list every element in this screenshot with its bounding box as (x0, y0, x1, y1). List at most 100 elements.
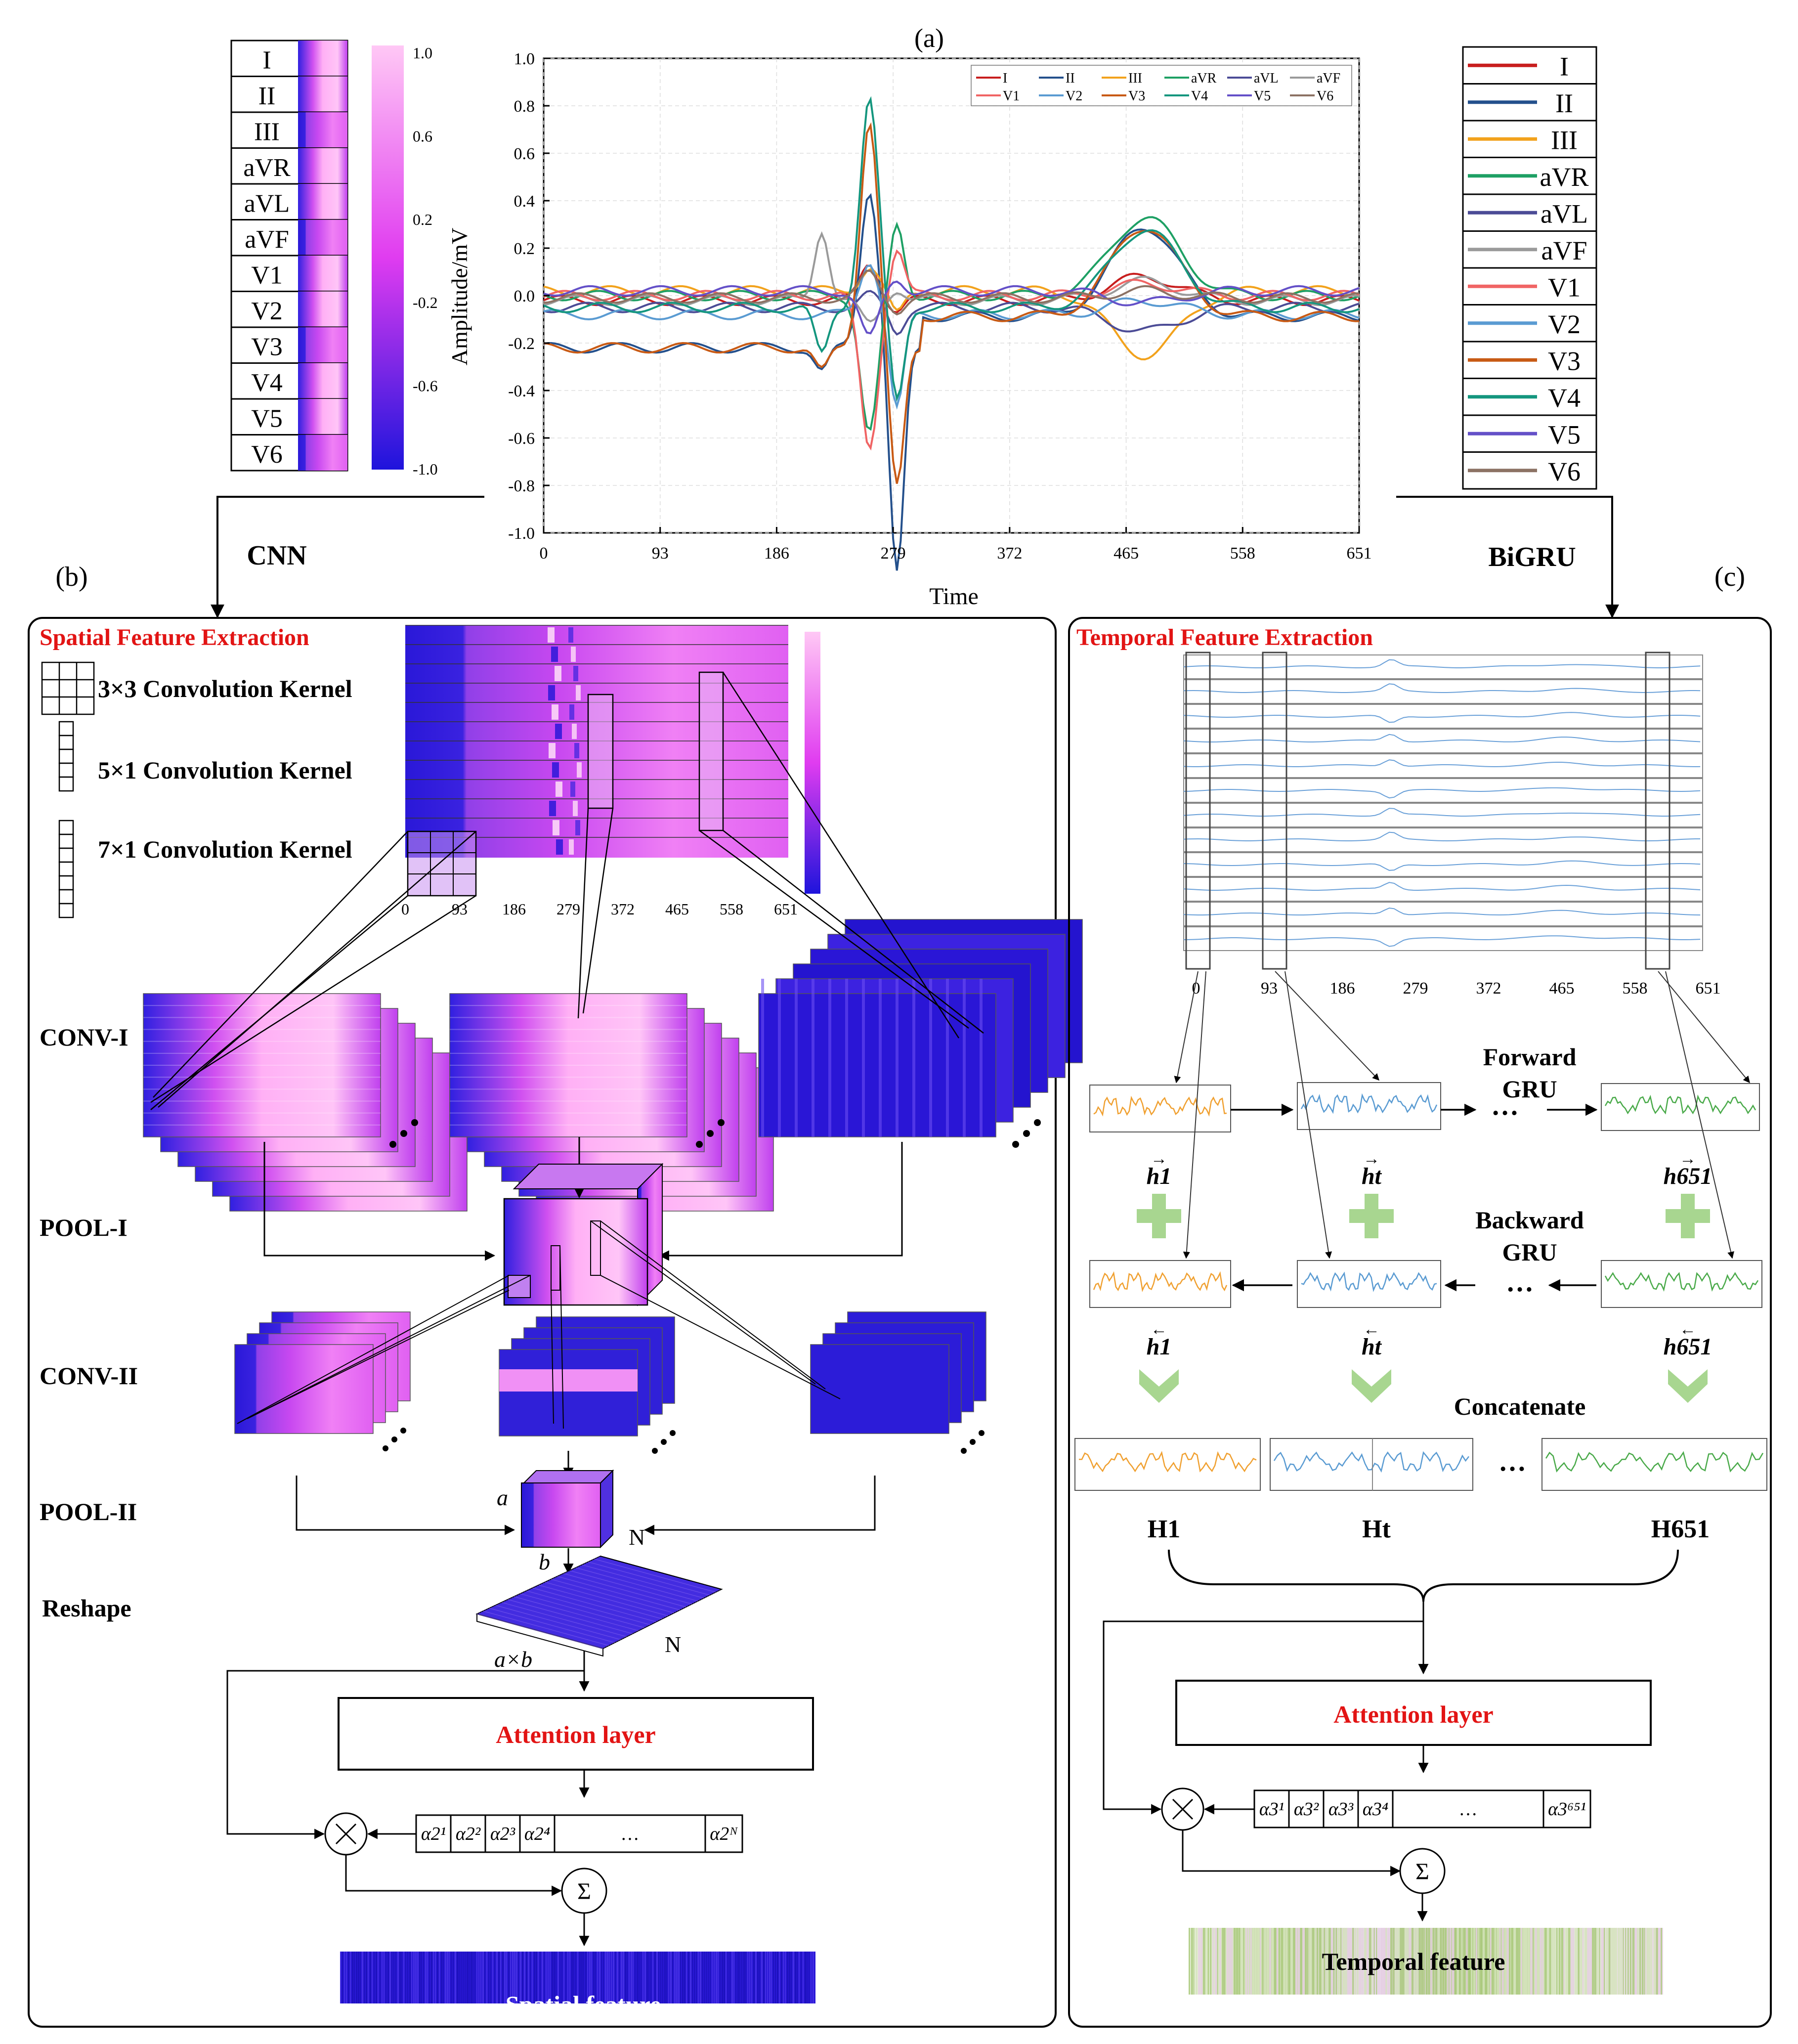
legend-entry: aVL (1254, 71, 1279, 86)
heatmap-tick: 465 (665, 900, 689, 918)
temporal-title: Temporal Feature Extraction (1076, 624, 1373, 651)
alpha-weight: α3³ (1328, 1799, 1354, 1820)
legend-lead-label: V1 (1548, 273, 1581, 303)
temporal-feature-bar (1189, 1928, 1663, 1995)
alpha-weight: α2³ (490, 1824, 515, 1844)
alpha-weight: … (1459, 1799, 1478, 1820)
attention-layer-c (1175, 1680, 1652, 1746)
bigru-blocks: ………→h1←h1→ht←ht→h651←h651 (1074, 971, 1767, 1491)
alpha-vector-c: α3¹ α3² α3³ α3⁴ … α3⁶⁵¹ (1253, 1789, 1591, 1828)
kernel-7x1-label: 7×1 Convolution Kernel (98, 835, 352, 863)
heatmap-tick: 0 (401, 900, 409, 918)
backward-hidden-label: ht (1362, 1334, 1382, 1360)
ecg-series-line (543, 96, 1360, 402)
temporal-tick: 372 (1476, 979, 1501, 998)
spatial-feature-bar (340, 1952, 815, 2003)
backward-hidden-label: h651 (1664, 1334, 1712, 1360)
heatmap-tick: 558 (720, 900, 743, 918)
panel-a-label: (a) (914, 23, 944, 53)
x-tick: 465 (1113, 544, 1139, 563)
pool1-label: POOL-I (40, 1214, 128, 1241)
H651-label: H651 (1651, 1515, 1710, 1543)
dim-n2: N (665, 1632, 681, 1657)
legend-lead-label: V3 (1548, 347, 1581, 376)
time-window (1262, 652, 1287, 970)
legend-entry: V5 (1254, 88, 1271, 104)
y-tick: -0.4 (508, 382, 535, 400)
temporal-tick: 279 (1403, 979, 1428, 998)
x-tick: 93 (652, 544, 669, 563)
ecg-series-line (543, 249, 1360, 451)
svg-text:…: … (1498, 1446, 1526, 1477)
H1-label: H1 (1148, 1515, 1180, 1543)
colorbar-tick: 1.0 (413, 44, 432, 62)
colorbar-tick: -0.2 (413, 294, 438, 311)
y-axis-label: Amplitude/mV (447, 228, 472, 366)
y-tick: 1.0 (514, 50, 535, 68)
legend-lead-label: V4 (1548, 383, 1581, 413)
dim-a: a (497, 1485, 508, 1510)
bigru-label: BiGRU (1488, 542, 1576, 572)
x-axis-label: Time (929, 583, 979, 609)
forward-hidden-label: h1 (1147, 1163, 1172, 1189)
alpha-weight: α3⁴ (1363, 1799, 1388, 1820)
x-tick: 558 (1230, 544, 1255, 563)
temporal-tick: 465 (1549, 979, 1575, 998)
alpha-weight: … (621, 1824, 640, 1844)
ecg-series-line (543, 290, 1360, 336)
heatmap-tick: 651 (774, 900, 798, 918)
lead-label: aVR (243, 154, 291, 182)
colorbar (372, 45, 404, 470)
attention-layer-b (338, 1697, 814, 1771)
x-tick: 279 (881, 544, 906, 563)
lead-label: V6 (251, 440, 283, 469)
y-tick: 0.0 (514, 287, 535, 305)
legend-lead-label: V2 (1548, 309, 1581, 339)
legend-entry: V3 (1128, 88, 1145, 104)
Ht-label: Ht (1362, 1515, 1391, 1543)
forward-hidden-label: ht (1362, 1163, 1382, 1189)
legend-lead-label: aVR (1540, 162, 1589, 192)
spatial-feature-label: Spatial feature (506, 1991, 661, 2018)
panel-b-frame (28, 617, 1057, 2028)
reshape-slab (475, 1555, 723, 1657)
panel-b-label: (b) (55, 562, 87, 592)
colorbar-tick: -0.6 (413, 377, 438, 395)
y-tick: -0.6 (508, 430, 535, 448)
x-tick: 372 (997, 544, 1022, 563)
panel-c-label: (c) (1714, 562, 1745, 592)
legend-lead-label: V6 (1548, 457, 1581, 486)
dim-axb: a×b (494, 1647, 532, 1672)
lead-label: aVF (245, 225, 289, 254)
alpha-weight: α2ᴺ (710, 1824, 738, 1844)
ecg-series-line (543, 268, 1360, 361)
svg-text:→: → (1679, 1150, 1696, 1168)
pool1-cube (503, 1163, 664, 1306)
bigru-arrow (1396, 496, 1619, 618)
svg-text:…: … (1491, 1090, 1519, 1121)
svg-text:→: → (1151, 1150, 1167, 1168)
alpha-weight: α2⁴ (524, 1824, 550, 1844)
ecg-line-chart: 1.0 0.8 0.6 0.4 0.2 0.0 -0.2 -0.4 -0.6 -0.8 -1.0 0 9… (447, 50, 1372, 609)
temporal-signal-stack (1183, 652, 1703, 970)
colorbar-tick: 0.2 (413, 211, 432, 228)
backward-hidden-label: h1 (1147, 1334, 1172, 1360)
legend-entry: III (1128, 71, 1142, 86)
conv2-feature-maps (234, 1220, 986, 1454)
ecg-series-line (543, 122, 1360, 484)
x-tick: 0 (540, 544, 548, 563)
dim-n: N (629, 1524, 645, 1550)
svg-text:→: → (1363, 1150, 1380, 1168)
input-heatmap: 0 93 186 279 372 465 558 651 (401, 625, 820, 918)
lead-label: V4 (251, 369, 283, 397)
y-tick: -0.8 (508, 477, 535, 495)
kernel-window-5x1 (587, 694, 614, 809)
time-window (1185, 652, 1211, 970)
legend-entry: aVR (1191, 71, 1217, 86)
kernel-window-3x3 (407, 830, 477, 897)
kernel-window-7x1 (698, 671, 724, 831)
lead-label: V3 (251, 333, 283, 361)
temporal-tick: 186 (1330, 979, 1355, 998)
